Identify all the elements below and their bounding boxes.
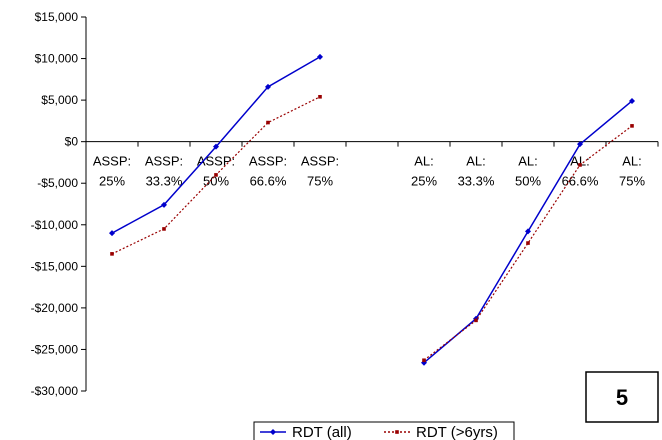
x-category-label: AL:	[518, 154, 538, 169]
data-point	[577, 141, 583, 148]
data-point	[630, 124, 634, 128]
legend-marker	[270, 429, 276, 435]
data-point	[110, 252, 114, 256]
data-point	[422, 358, 426, 363]
x-category-label: ASSP:	[301, 154, 339, 169]
x-axis	[85, 141, 659, 147]
data-point	[161, 201, 167, 208]
x-category-label: 25%	[411, 174, 437, 189]
data-point	[578, 163, 582, 167]
y-tick-label: -$10,000	[31, 218, 79, 232]
x-category-label: ASSP:	[249, 154, 287, 169]
y-axis: $15,000 $10,000 $5,000 $0 -$5,000 -$10,000 -$1…	[31, 10, 87, 398]
data-point	[265, 83, 271, 90]
series-group	[109, 53, 635, 366]
data-point	[629, 97, 635, 104]
legend-box	[253, 421, 515, 440]
x-category-label: 75%	[619, 174, 645, 189]
x-category-label: 66.6%	[562, 174, 599, 189]
y-tick-label: -$20,000	[31, 301, 79, 315]
panel-badge-box	[585, 371, 659, 423]
data-point	[214, 173, 218, 177]
data-point	[317, 53, 323, 60]
panel-badge: 5	[585, 371, 659, 423]
series-rdt-6yrs	[110, 94, 634, 363]
data-point	[213, 143, 219, 150]
x-category-label: AL:	[414, 154, 434, 169]
x-category-label: ASSP:	[93, 154, 131, 169]
y-tick-label: -$25,000	[31, 342, 79, 356]
y-tick-label: $15,000	[35, 10, 79, 24]
x-category-label: AL:	[570, 154, 590, 169]
x-category-label: 50%	[515, 174, 541, 189]
x-category-label: AL:	[466, 154, 486, 169]
y-tick-label: -$15,000	[31, 259, 79, 273]
legend-label: RDT (all)	[292, 424, 352, 440]
x-category-label: 66.6%	[250, 174, 287, 189]
legend: RDT (all) RDT (>6yrs)	[253, 421, 515, 440]
data-point	[109, 230, 115, 237]
x-category-label: 50%	[203, 174, 229, 189]
panel-badge-label: 5	[616, 385, 628, 410]
category-labels: ASSP:25%ASSP:33.3%ASSP:50%ASSP:66.6%ASSP…	[93, 154, 646, 189]
data-point	[318, 94, 322, 99]
data-point	[526, 241, 530, 245]
x-category-label: 33.3%	[458, 174, 495, 189]
data-point	[162, 227, 166, 231]
legend-label: RDT (>6yrs)	[416, 424, 498, 440]
data-point	[474, 318, 478, 323]
x-category-label: ASSP:	[145, 154, 183, 169]
y-tick-label: -$5,000	[37, 176, 78, 190]
y-tick-label: $5,000	[41, 93, 78, 107]
y-tick-label: $10,000	[35, 52, 79, 66]
series-rdt-all	[109, 53, 635, 366]
data-point	[266, 120, 270, 125]
x-category-label: 33.3%	[146, 174, 183, 189]
y-tick-label: -$30,000	[31, 384, 79, 398]
data-point	[525, 228, 531, 235]
x-category-label: 75%	[307, 174, 333, 189]
legend-marker	[395, 430, 399, 434]
y-tick-label: $0	[65, 135, 79, 149]
x-category-label: AL:	[622, 154, 642, 169]
x-category-label: 25%	[99, 174, 125, 189]
